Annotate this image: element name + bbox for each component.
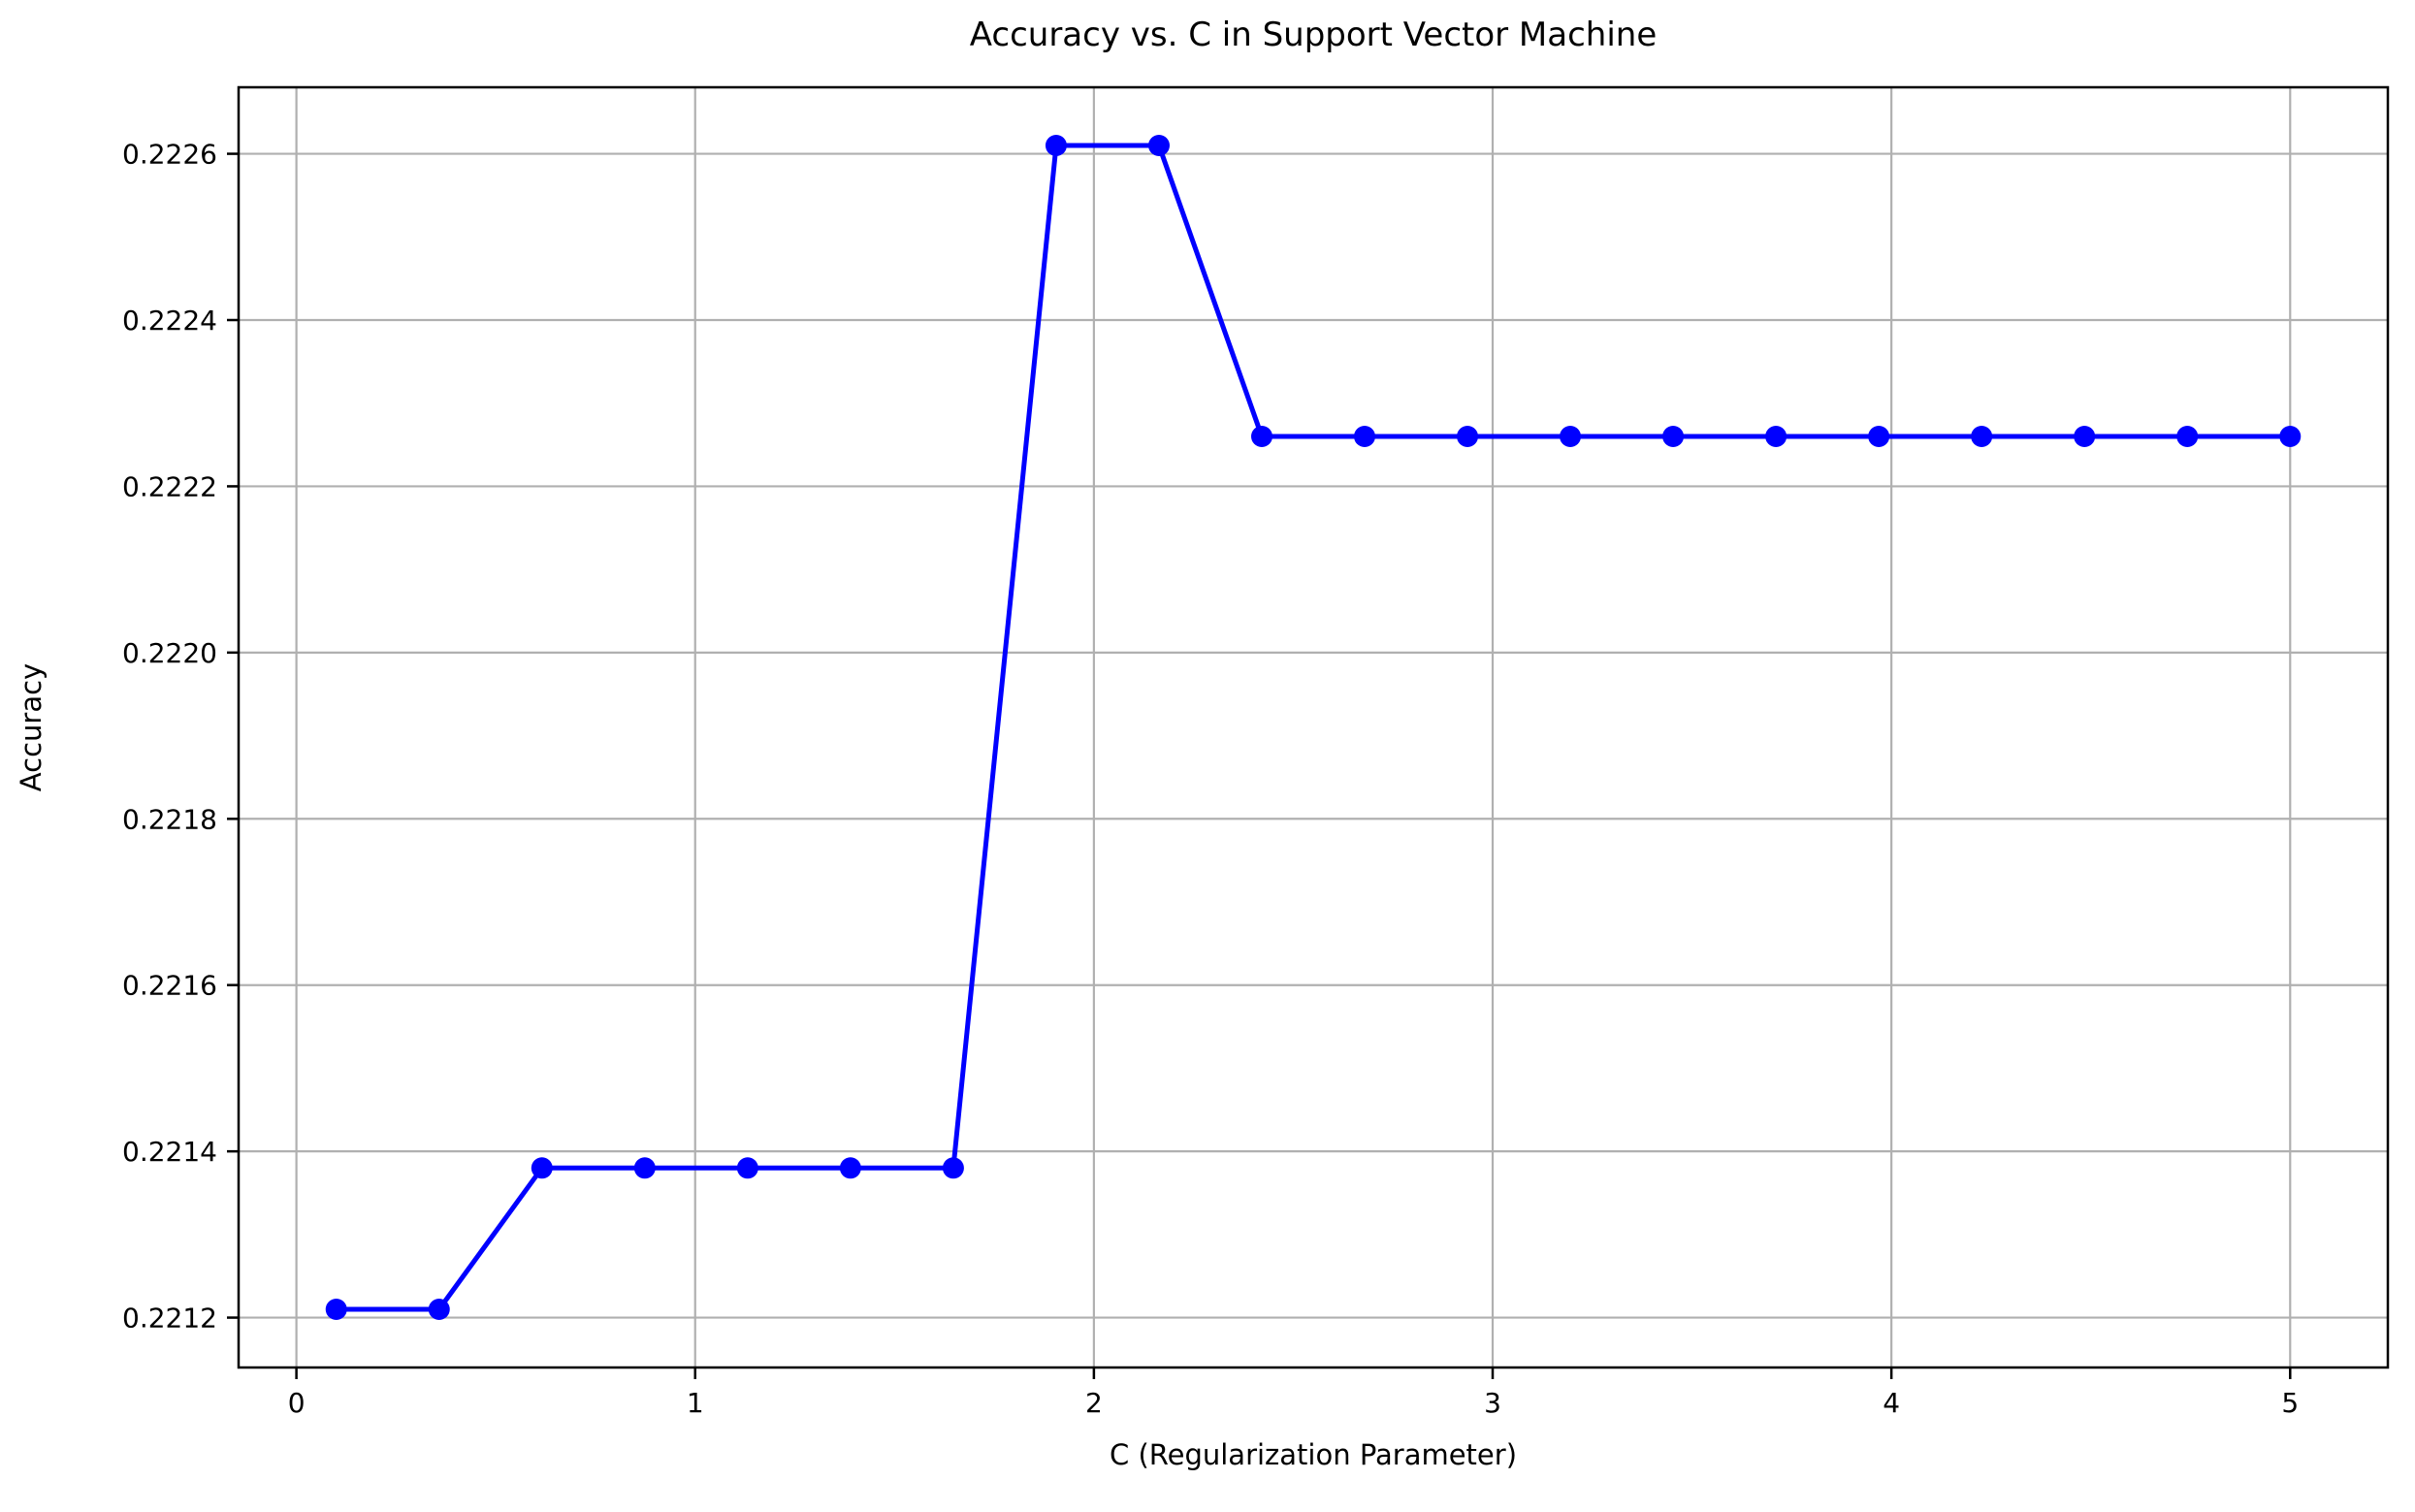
data-point-marker <box>1560 426 1582 447</box>
data-point-marker <box>531 1157 553 1179</box>
grid-layer <box>239 87 2388 1367</box>
y-tick-label: 0.2224 <box>122 305 217 337</box>
x-tick-label: 0 <box>288 1387 306 1419</box>
data-point-marker <box>2176 426 2199 447</box>
data-point-marker <box>428 1299 450 1320</box>
chart-title: Accuracy vs. C in Support Vector Machine <box>970 16 1658 54</box>
y-tick-label: 0.2226 <box>122 139 217 171</box>
data-point-marker <box>1662 426 1685 447</box>
y-tick-label: 0.2218 <box>122 803 217 835</box>
y-tick-label: 0.2216 <box>122 970 217 1002</box>
data-point-marker <box>633 1157 656 1179</box>
y-tick-label: 0.2214 <box>122 1136 217 1168</box>
y-tick-label: 0.2220 <box>122 637 217 669</box>
data-point-marker <box>2279 426 2302 447</box>
data-point-marker <box>1045 135 1067 156</box>
x-tick-label: 4 <box>1883 1387 1900 1419</box>
data-point-marker <box>2074 426 2096 447</box>
data-point-marker <box>1457 426 1479 447</box>
data-point-marker <box>839 1157 861 1179</box>
series-layer <box>325 135 2302 1320</box>
data-point-marker <box>1868 426 1890 447</box>
data-point-marker <box>325 1299 347 1320</box>
data-point-marker <box>1971 426 1993 447</box>
data-point-marker <box>1147 135 1170 156</box>
axes-layer: 0 1 2 3 4 5 0.2212 0.2214 0.2216 0.2218 0.2220 0.22… <box>122 85 2390 1419</box>
data-point-marker <box>1353 426 1375 447</box>
data-point-marker <box>1765 426 1787 447</box>
data-point-marker <box>942 1157 964 1179</box>
x-tick-label: 3 <box>1484 1387 1501 1419</box>
x-tick-label: 5 <box>2281 1387 2299 1419</box>
data-point-marker <box>1251 426 1273 447</box>
x-tick-label: 1 <box>687 1387 704 1419</box>
y-axis-label: Accuracy <box>15 663 48 791</box>
y-tick-label: 0.2222 <box>122 470 217 502</box>
x-axis-label: C (Regularization Parameter) <box>1110 1438 1517 1471</box>
data-point-marker <box>736 1157 758 1179</box>
y-tick-label: 0.2212 <box>122 1303 217 1335</box>
plot-border <box>237 85 2390 1369</box>
accuracy-line-series <box>334 143 2293 1312</box>
x-tick-label: 2 <box>1085 1387 1103 1419</box>
